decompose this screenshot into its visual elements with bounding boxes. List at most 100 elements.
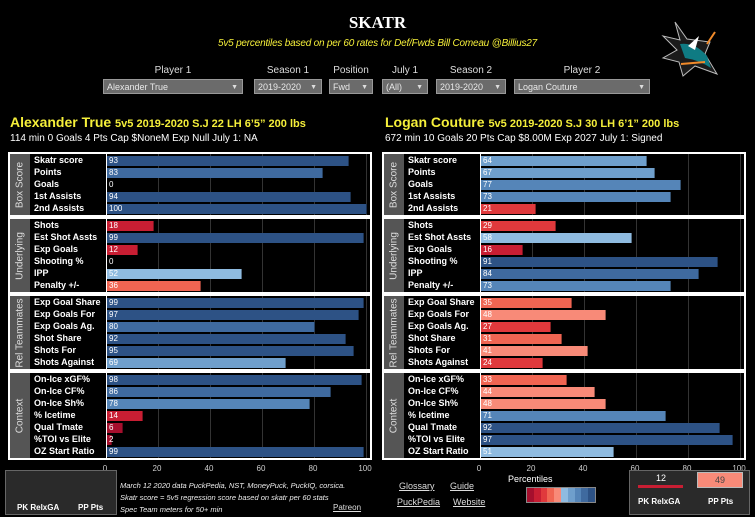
bar[interactable] [107,322,315,332]
gridline [314,373,315,458]
bar[interactable] [481,221,557,231]
bar[interactable] [107,269,243,279]
row-label: Qual Tmate [34,422,84,432]
note-line: Spec Team meters for 50+ min [120,505,223,514]
bar[interactable] [107,375,362,385]
website-link[interactable]: Website [453,497,486,507]
row-label: On-Ice CF% [34,386,85,396]
july1-dropdown[interactable]: (All) ▼ [382,79,428,94]
bar[interactable] [481,310,606,320]
bar[interactable] [107,156,349,166]
bar[interactable] [481,447,614,457]
player2-percentile-chart: Box Score Skatr score 64 Points 67 Goals 77 1st… [382,152,746,473]
position-filter-label: Position [333,65,369,76]
bar-value-label: 12 [109,245,118,254]
puckpedia-link[interactable]: PuckPedia [397,497,441,507]
x-tick-label: 0 [102,464,108,473]
player2-dropdown[interactable]: Logan Couture ▼ [514,79,650,94]
bar-value-label: 94 [109,192,118,201]
legend-color-swatch [540,488,548,502]
bar-value-label: 0 [109,180,114,189]
bar[interactable] [481,192,671,202]
bar[interactable] [107,423,123,433]
bar-value-label: 35 [483,298,492,307]
bar[interactable] [107,334,347,344]
gridline [262,373,263,458]
bar-value-label: 92 [483,423,492,432]
bar[interactable] [481,322,552,332]
bar-value-label: 2 [109,435,114,444]
bar[interactable] [107,204,367,214]
plot-axis-line [106,373,107,458]
row-label: On-Ice CF% [408,386,459,396]
bar-value-label: 78 [109,399,118,408]
legend-color-swatch [588,488,595,502]
bar[interactable] [481,156,648,166]
bar[interactable] [481,387,596,397]
bar[interactable] [107,411,144,421]
x-tick-label: 100 [732,464,746,473]
bar[interactable] [107,233,365,243]
bar[interactable] [481,298,572,308]
bar[interactable] [481,269,700,279]
player1-dropdown[interactable]: Alexander True ▼ [103,79,243,94]
july1-value: (All) [386,82,402,92]
gridline [210,219,211,292]
position-dropdown[interactable]: Fwd ▼ [329,79,373,94]
gridline [158,154,159,215]
bar[interactable] [481,168,656,178]
bar[interactable] [107,435,113,445]
row-label: Exp Goals [408,244,453,254]
bar[interactable] [481,281,671,291]
bar[interactable] [107,298,365,308]
bar[interactable] [481,399,606,409]
bar[interactable] [481,358,544,368]
bar[interactable] [481,257,718,267]
bar-value-label: 44 [483,387,492,396]
bar[interactable] [107,346,354,356]
bar[interactable] [481,245,523,255]
bar[interactable] [481,334,562,344]
bar-value-label: 83 [109,168,118,177]
bar[interactable] [107,168,323,178]
bar[interactable] [481,411,666,421]
season2-dropdown[interactable]: 2019-2020 ▼ [436,79,506,94]
bar-value-label: 77 [483,180,492,189]
row-label: Penalty +/- [34,280,80,290]
gridline [210,373,211,458]
bar-value-label: 33 [483,375,492,384]
guide-link[interactable]: Guide [450,481,475,491]
row-label: Shots [34,220,60,230]
bar[interactable] [107,387,331,397]
bar[interactable] [481,423,721,433]
season1-dropdown[interactable]: 2019-2020 ▼ [254,79,322,94]
glossary-link[interactable]: Glossary [399,481,435,491]
bar[interactable] [481,346,588,356]
bar[interactable] [107,310,360,320]
row-label: Exp Goals [34,244,79,254]
patreon-link[interactable]: Patreon [333,503,362,512]
chevron-down-icon: ▼ [361,84,368,91]
bar[interactable] [481,435,734,445]
row-label: Exp Goals For [34,309,96,319]
bar[interactable] [481,375,567,385]
sharks-logo-icon [661,21,719,77]
bar[interactable] [107,447,365,457]
group-label-box: Underlying [384,219,404,292]
bar[interactable] [107,221,154,231]
x-tick-label: 80 [682,464,692,473]
group-label: Box Score [14,161,26,208]
bar[interactable] [107,245,139,255]
bar[interactable] [107,192,352,202]
bar[interactable] [107,399,310,409]
bar[interactable] [481,204,536,214]
player1-pk-label: PK RelxGA [17,503,60,512]
bar[interactable] [107,358,287,368]
group-underlying: Underlying Shots 29 Est Shot Assts 58 Exp Goa… [382,217,746,294]
bar[interactable] [481,180,682,190]
bar[interactable] [107,281,201,291]
group-label-box: Underlying [10,219,30,292]
bar-value-label: 67 [483,168,492,177]
row-label: OZ Start Ratio [34,446,95,456]
bar[interactable] [481,233,632,243]
